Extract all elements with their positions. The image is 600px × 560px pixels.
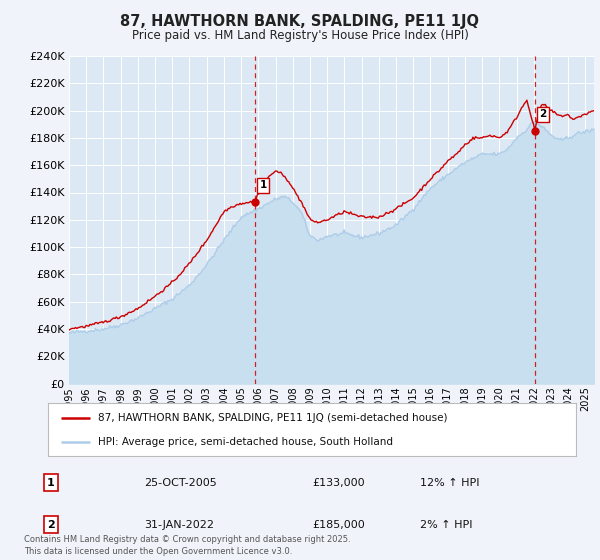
Text: 87, HAWTHORN BANK, SPALDING, PE11 1JQ (semi-detached house): 87, HAWTHORN BANK, SPALDING, PE11 1JQ (s… [98,413,448,423]
Text: 2: 2 [47,520,55,530]
Text: 87, HAWTHORN BANK, SPALDING, PE11 1JQ: 87, HAWTHORN BANK, SPALDING, PE11 1JQ [121,14,479,29]
Text: 1: 1 [47,478,55,488]
Text: £133,000: £133,000 [312,478,365,488]
Text: 2: 2 [539,109,547,119]
Text: 25-OCT-2005: 25-OCT-2005 [144,478,217,488]
Text: Contains HM Land Registry data © Crown copyright and database right 2025.
This d: Contains HM Land Registry data © Crown c… [24,535,350,556]
Text: Price paid vs. HM Land Registry's House Price Index (HPI): Price paid vs. HM Land Registry's House … [131,29,469,42]
Text: 2% ↑ HPI: 2% ↑ HPI [420,520,473,530]
Text: 31-JAN-2022: 31-JAN-2022 [144,520,214,530]
Text: 1: 1 [260,180,267,190]
Text: HPI: Average price, semi-detached house, South Holland: HPI: Average price, semi-detached house,… [98,436,393,446]
Text: £185,000: £185,000 [312,520,365,530]
Text: 12% ↑ HPI: 12% ↑ HPI [420,478,479,488]
